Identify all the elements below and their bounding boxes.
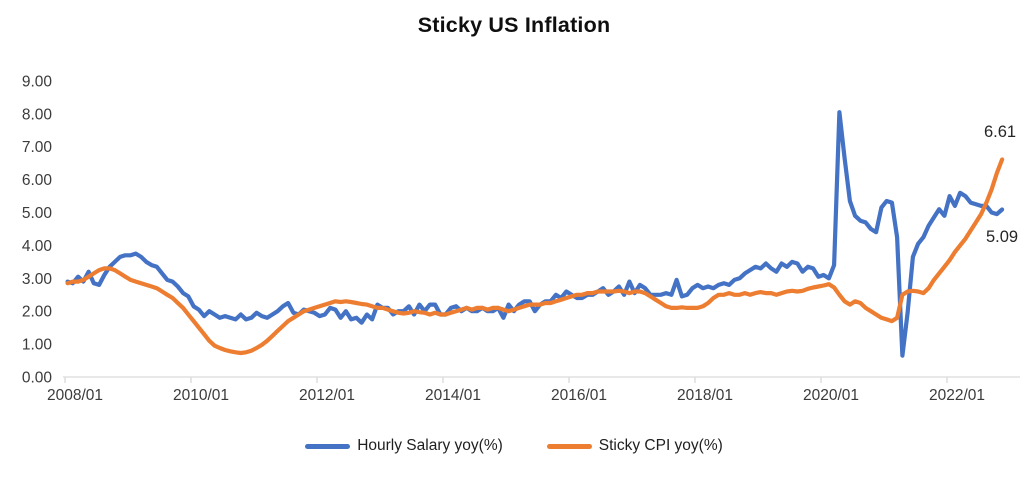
legend-line-marker-sticky-cpi bbox=[546, 443, 592, 449]
series-line-hourly-salary bbox=[65, 110, 1005, 358]
legend-item-sticky-cpi: Sticky CPI yoy(%) bbox=[546, 437, 723, 455]
x-axis-label: 2020/01 bbox=[803, 387, 859, 404]
series-line-sticky-cpi bbox=[65, 157, 1005, 356]
data-label-hourly-salary: 5.09 bbox=[985, 228, 1019, 246]
y-axis-label: 1.00 bbox=[22, 337, 53, 354]
legend: Hourly Salary yoy(%) Sticky CPI yoy(%) bbox=[0, 437, 1028, 455]
x-axis-label: 2010/01 bbox=[173, 387, 229, 404]
x-axis-label: 2012/01 bbox=[299, 387, 355, 404]
y-axis-label: 2.00 bbox=[22, 304, 53, 321]
x-axis-label: 2016/01 bbox=[551, 387, 607, 404]
legend-label-sticky-cpi: Sticky CPI yoy(%) bbox=[598, 437, 723, 454]
chart-title: Sticky US Inflation bbox=[417, 13, 611, 37]
x-axis-label: 2008/01 bbox=[47, 387, 103, 404]
y-axis-label: 5.00 bbox=[22, 205, 53, 222]
legend-item-hourly-salary: Hourly Salary yoy(%) bbox=[305, 437, 503, 455]
y-axis-label: 0.00 bbox=[22, 370, 53, 387]
y-axis-label: 6.00 bbox=[22, 172, 53, 189]
data-label-sticky-cpi: 6.61 bbox=[983, 123, 1017, 141]
x-axis-label: 2022/01 bbox=[929, 387, 985, 404]
x-axis-label: 2018/01 bbox=[677, 387, 733, 404]
legend-label-hourly-salary: Hourly Salary yoy(%) bbox=[357, 437, 503, 454]
y-axis-label: 7.00 bbox=[22, 139, 53, 156]
y-axis-label: 8.00 bbox=[22, 106, 53, 123]
y-axis-label: 4.00 bbox=[22, 238, 53, 255]
y-axis-label: 3.00 bbox=[22, 271, 53, 288]
y-axis-label: 9.00 bbox=[22, 73, 53, 90]
x-axis-label: 2014/01 bbox=[425, 387, 481, 404]
legend-line-marker-hourly-salary bbox=[305, 443, 351, 449]
